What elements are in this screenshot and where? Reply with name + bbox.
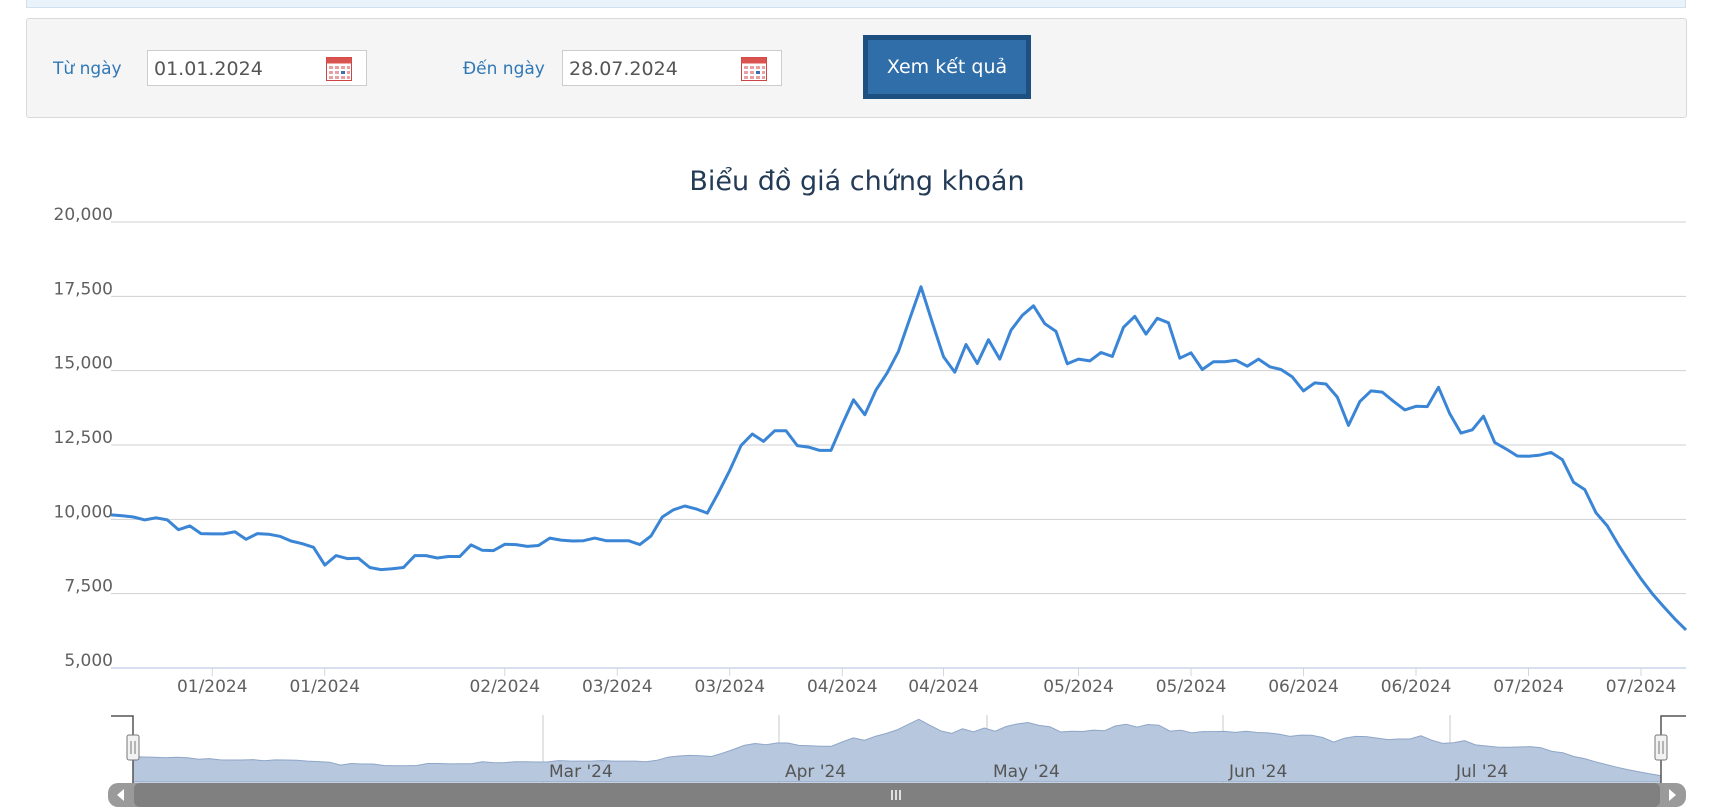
x-tick-label: 07/2024 — [1606, 677, 1677, 697]
navigator-series-area — [132, 718, 1662, 783]
navigator-label: Apr '24 — [785, 762, 846, 782]
price-series-line — [110, 285, 1688, 631]
y-tick-label: 10,000 — [54, 502, 113, 522]
x-tick-label: 03/2024 — [694, 677, 765, 697]
y-tick-label: 17,500 — [54, 279, 113, 299]
date-filter-panel: Từ ngày 01.01.2024 Đến ngày 28.07.2024 — [26, 18, 1687, 118]
x-tick-label: 06/2024 — [1268, 677, 1339, 697]
to-date-value[interactable]: 28.07.2024 — [569, 58, 678, 80]
navigator-label: May '24 — [993, 762, 1060, 782]
navigator-label: Jun '24 — [1228, 762, 1287, 782]
y-tick-label: 12,500 — [54, 428, 113, 448]
from-date-label: Từ ngày — [53, 59, 122, 79]
y-tick-label: 20,000 — [54, 205, 113, 225]
from-date-value[interactable]: 01.01.2024 — [154, 58, 263, 80]
x-tick-label: 06/2024 — [1381, 677, 1452, 697]
navigator-frame-right — [1660, 715, 1686, 783]
x-tick-label: 05/2024 — [1043, 677, 1114, 697]
to-date-label: Đến ngày — [463, 59, 545, 79]
x-tick-label: 02/2024 — [469, 677, 540, 697]
x-tick-label: 01/2024 — [177, 677, 248, 697]
calendar-icon[interactable] — [326, 57, 352, 81]
x-tick-label: 03/2024 — [582, 677, 653, 697]
navigator-frame-left — [111, 715, 134, 783]
navigator-label: Jul '24 — [1455, 762, 1508, 782]
chart-title: Biểu đồ giá chứng khoán — [689, 166, 1025, 197]
to-date-input[interactable]: 28.07.2024 — [562, 50, 782, 86]
y-tick-label: 5,000 — [64, 651, 113, 671]
calendar-icon[interactable] — [741, 57, 767, 81]
y-tick-label: 15,000 — [54, 354, 113, 374]
navigator-right-handle[interactable] — [1654, 734, 1668, 761]
navigator-left-handle[interactable] — [126, 734, 140, 761]
x-tick-label: 01/2024 — [289, 677, 360, 697]
navigator-label: Mar '24 — [549, 762, 613, 782]
scroll-right-arrow-icon[interactable] — [1669, 789, 1676, 801]
y-tick-label: 7,500 — [64, 577, 113, 597]
x-tick-label: 07/2024 — [1493, 677, 1564, 697]
scrollbar-thumb[interactable] — [134, 783, 1660, 807]
x-tick-label: 05/2024 — [1156, 677, 1227, 697]
scroll-left-arrow-icon[interactable] — [117, 789, 124, 801]
top-strip — [26, 0, 1686, 8]
from-date-input[interactable]: 01.01.2024 — [147, 50, 367, 86]
x-tick-label: 04/2024 — [908, 677, 979, 697]
view-results-button[interactable]: Xem kết quả — [863, 35, 1031, 99]
x-tick-label: 04/2024 — [807, 677, 878, 697]
